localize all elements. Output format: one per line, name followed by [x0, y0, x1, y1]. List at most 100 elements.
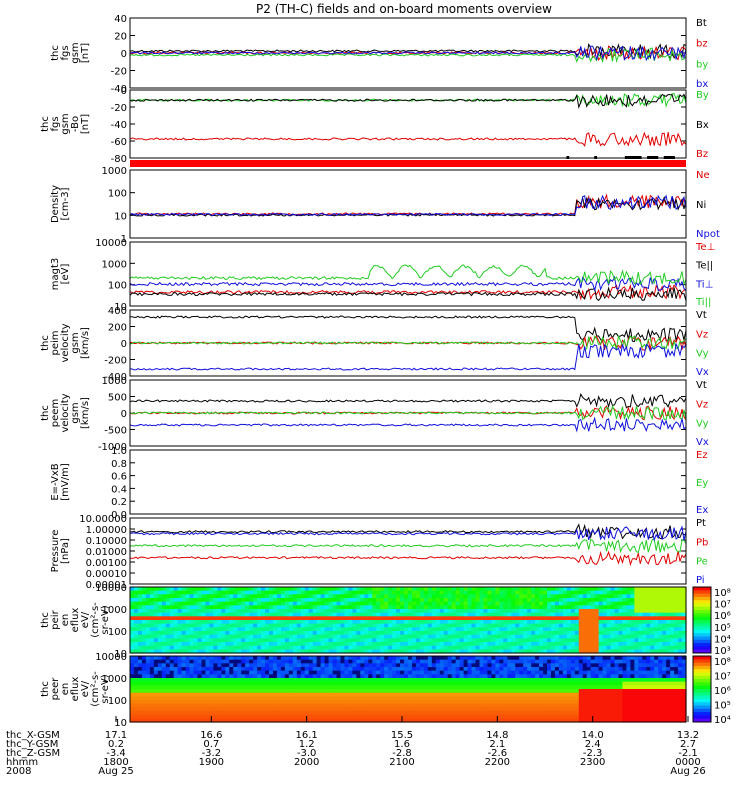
- spectrogram-cell: [340, 605, 346, 610]
- spectrogram-cell: [654, 605, 659, 610]
- spectrogram-cell: [388, 678, 393, 683]
- spectrogram-cell: [157, 609, 163, 614]
- spectrogram-cell: [157, 689, 163, 694]
- spectrogram-cell: [586, 667, 592, 672]
- spectrogram-cell: [320, 631, 326, 636]
- spectrogram-cell: [427, 667, 433, 672]
- spectrogram-cell: [269, 645, 274, 650]
- spectrogram-cell: [658, 631, 663, 636]
- spectrogram-cell: [602, 663, 608, 668]
- spectrogram-cell: [209, 649, 214, 654]
- spectrogram-cell: [590, 703, 596, 708]
- spectrogram-cell: [344, 645, 350, 650]
- spectrogram-cell: [364, 649, 369, 654]
- spectrogram-cell: [590, 670, 596, 675]
- spectrogram-cell: [550, 663, 556, 668]
- spectrogram-cell: [312, 663, 318, 668]
- spectrogram-cell: [368, 642, 373, 647]
- spectrogram-cell: [582, 609, 588, 614]
- spectrogram-cell: [300, 681, 306, 686]
- spectrogram-cell: [352, 620, 357, 625]
- spectrogram-cell: [221, 711, 226, 716]
- spectrogram-cell: [539, 703, 544, 708]
- spectrogram-cell: [423, 609, 429, 614]
- spectrogram-cell: [221, 642, 226, 647]
- spectrogram-cell: [634, 642, 639, 647]
- spectrogram-cell: [153, 594, 159, 599]
- spectrogram-cell: [463, 707, 469, 712]
- spectrogram-cell: [515, 601, 520, 606]
- spectrogram-cell: [511, 656, 516, 661]
- spectrogram-cell: [312, 696, 318, 701]
- spectrogram-cell: [141, 659, 147, 664]
- spectrogram-cell: [475, 631, 481, 636]
- spectrogram-cell: [523, 627, 528, 632]
- spectrogram-cell: [201, 656, 207, 661]
- spectrogram-cell: [475, 656, 481, 661]
- series-red: [129, 131, 687, 148]
- spectrogram-cell: [531, 587, 536, 592]
- spectrogram-cell: [133, 594, 139, 599]
- spectrogram-cell: [233, 678, 238, 683]
- spectrogram-cell: [408, 656, 413, 661]
- spectrogram-cell: [479, 587, 485, 592]
- spectrogram-cell: [562, 685, 568, 690]
- spectrogram-cell: [225, 659, 230, 664]
- spectrogram-cell: [487, 612, 492, 617]
- spectrogram-cell: [328, 663, 334, 668]
- spectrogram-cell: [229, 703, 234, 708]
- spectrogram-cell: [499, 620, 504, 625]
- spectrogram-cell: [324, 616, 330, 621]
- spectrogram-cell: [415, 623, 421, 628]
- spectrogram-cell: [602, 656, 608, 661]
- spectrogram-cell: [245, 590, 250, 595]
- spectrogram-cell: [320, 623, 326, 628]
- spectrogram-cell: [356, 681, 361, 686]
- spectrogram-cell: [483, 620, 489, 625]
- spectrogram-cell: [602, 700, 608, 705]
- spectrogram-cell: [666, 645, 671, 650]
- spectrogram-cell: [328, 605, 334, 610]
- spectrogram-cell: [547, 689, 552, 694]
- spectrogram-cell: [141, 678, 147, 683]
- spectrogram-cell: [558, 587, 564, 592]
- spectrogram-cell: [352, 612, 357, 617]
- spectrogram-cell: [261, 649, 266, 654]
- spectrogram-cell: [519, 689, 524, 694]
- spectrogram-cell: [320, 678, 326, 683]
- spectrogram-cell: [487, 707, 492, 712]
- spectrogram-cell: [209, 587, 214, 592]
- spectrogram-cell: [582, 681, 588, 686]
- spectrogram-cell: [229, 667, 234, 672]
- spectrogram-cell: [145, 674, 151, 679]
- spectrogram-cell: [443, 638, 449, 643]
- spectrogram-cell: [447, 700, 453, 705]
- spectrogram-cell: [455, 663, 461, 668]
- spectrogram-cell: [618, 601, 624, 606]
- spectrogram-cell: [511, 707, 516, 712]
- spectrogram-cell: [423, 685, 429, 690]
- spectrogram-cell: [364, 631, 369, 636]
- spectrogram-cell: [415, 670, 421, 675]
- y-label: gsm: [70, 332, 81, 353]
- spectrogram-cell: [539, 649, 544, 654]
- spectrogram-cell: [241, 667, 246, 672]
- spectrogram-cell: [130, 700, 135, 705]
- spectrogram-cell: [586, 707, 592, 712]
- spectrogram-cell: [253, 703, 258, 708]
- spectrogram-cell: [384, 605, 389, 610]
- spectrogram-cell: [300, 598, 306, 603]
- spectrogram-cell: [221, 612, 226, 617]
- spectrogram-cell: [332, 645, 338, 650]
- spectrogram-cell: [392, 689, 397, 694]
- spectrogram-cell: [515, 616, 520, 621]
- spectrogram-cell: [388, 620, 393, 625]
- spectrogram-cell: [340, 598, 346, 603]
- spectrogram-cell: [368, 631, 373, 636]
- spectrogram-cell: [459, 642, 465, 647]
- spectrogram-cell: [634, 627, 639, 632]
- spectrogram-cell: [582, 616, 588, 621]
- spectrogram-cell: [531, 623, 536, 628]
- spectrogram-cell: [582, 623, 588, 628]
- spectrogram-cell: [566, 590, 572, 595]
